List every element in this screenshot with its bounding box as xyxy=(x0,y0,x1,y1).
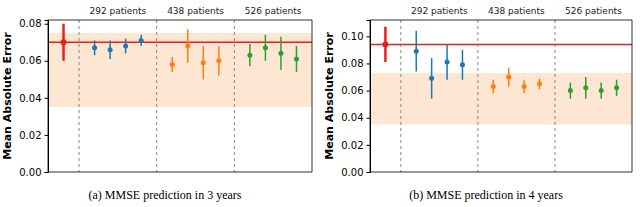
tick-label: 0.08 xyxy=(341,58,363,69)
point xyxy=(491,84,496,89)
figure: 292 patients 438 patients 526 patients 0.00… xyxy=(0,0,640,207)
tick-mark xyxy=(367,36,371,37)
point xyxy=(185,43,190,48)
tick-mark xyxy=(367,145,371,146)
tick: 0.06 xyxy=(341,85,370,96)
point xyxy=(170,62,175,67)
tick-label: 0.06 xyxy=(341,85,363,96)
reference-line xyxy=(370,44,632,46)
tick: 0.00 xyxy=(341,167,370,178)
group-separator xyxy=(400,20,401,172)
group-separator xyxy=(554,20,555,172)
tick: 0.04 xyxy=(19,93,48,104)
tick-label: 0.04 xyxy=(19,93,41,104)
caption: (b) MMSE prediction in 4 years xyxy=(409,188,563,202)
tick-mark xyxy=(367,172,371,173)
tick-mark xyxy=(367,91,371,92)
group-label: 526 patients xyxy=(245,6,302,16)
panel: 292 patients 438 patients 526 patients 0.00… xyxy=(323,6,632,202)
tick-mark xyxy=(45,135,49,136)
tick-mark xyxy=(45,61,49,62)
plot-area xyxy=(370,20,632,172)
point xyxy=(278,51,283,56)
group-label: 292 patients xyxy=(89,6,146,16)
axis-line xyxy=(45,21,49,173)
tick: 0.08 xyxy=(341,58,370,69)
point xyxy=(92,45,97,50)
tick-label: 0.00 xyxy=(19,167,41,178)
plot-frame xyxy=(370,20,632,172)
tick-label: 0.08 xyxy=(19,18,41,29)
point xyxy=(61,39,67,45)
tick-label: 0.00 xyxy=(341,167,363,178)
reference-line xyxy=(48,41,312,43)
tick-mark xyxy=(45,172,49,173)
group-label: 438 patients xyxy=(488,6,545,16)
plot-frame xyxy=(48,20,312,172)
point xyxy=(599,88,604,93)
shaded-range xyxy=(48,33,312,107)
y-axis-title: Mean Absolute Error xyxy=(323,32,336,160)
tick: 0.00 xyxy=(19,167,48,178)
point xyxy=(263,45,268,50)
tick: 0.06 xyxy=(19,55,48,66)
plot-area xyxy=(48,20,312,172)
point xyxy=(108,47,113,52)
point xyxy=(429,76,434,81)
point xyxy=(123,43,128,48)
tick-label: 0.06 xyxy=(19,55,41,66)
point xyxy=(139,38,144,43)
y-axis-title: Mean Absolute Error xyxy=(1,32,14,160)
point xyxy=(506,75,511,80)
point xyxy=(201,60,206,65)
y-axis: 0.00 0.02 0.04 0.06 0.08 xyxy=(19,18,48,177)
point xyxy=(568,88,573,93)
caption: (a) MMSE prediction in 3 years xyxy=(89,188,242,202)
tick-label: 0.02 xyxy=(19,130,41,141)
shaded-range xyxy=(370,73,632,125)
group-separator xyxy=(477,20,478,172)
point xyxy=(583,85,588,90)
tick-label: 0.02 xyxy=(341,140,363,151)
point xyxy=(614,85,619,90)
point xyxy=(414,49,419,54)
point xyxy=(537,81,542,86)
group-label: 292 patients xyxy=(411,6,468,16)
tick: 0.10 xyxy=(341,31,370,42)
tick: 0.02 xyxy=(19,130,48,141)
axis-line xyxy=(367,21,371,173)
point xyxy=(522,84,527,89)
tick-mark xyxy=(45,98,49,99)
point xyxy=(460,62,465,67)
point xyxy=(445,60,450,65)
tick-label: 0.04 xyxy=(341,112,363,123)
point xyxy=(216,58,221,63)
tick-mark xyxy=(367,118,371,119)
tick-mark xyxy=(45,24,49,25)
point xyxy=(247,53,252,58)
tick-mark xyxy=(367,63,371,64)
tick: 0.02 xyxy=(341,140,370,151)
point xyxy=(294,56,299,61)
tick-label: 0.10 xyxy=(341,31,363,42)
tick: 0.08 xyxy=(19,18,48,29)
point xyxy=(382,41,388,47)
group-label: 438 patients xyxy=(167,6,224,16)
group-label: 526 patients xyxy=(565,6,622,16)
panel: 292 patients 438 patients 526 patients 0.00… xyxy=(1,6,312,202)
y-axis: 0.00 0.02 0.04 0.06 0.08 0.10 xyxy=(341,21,370,178)
tick: 0.04 xyxy=(341,112,370,123)
